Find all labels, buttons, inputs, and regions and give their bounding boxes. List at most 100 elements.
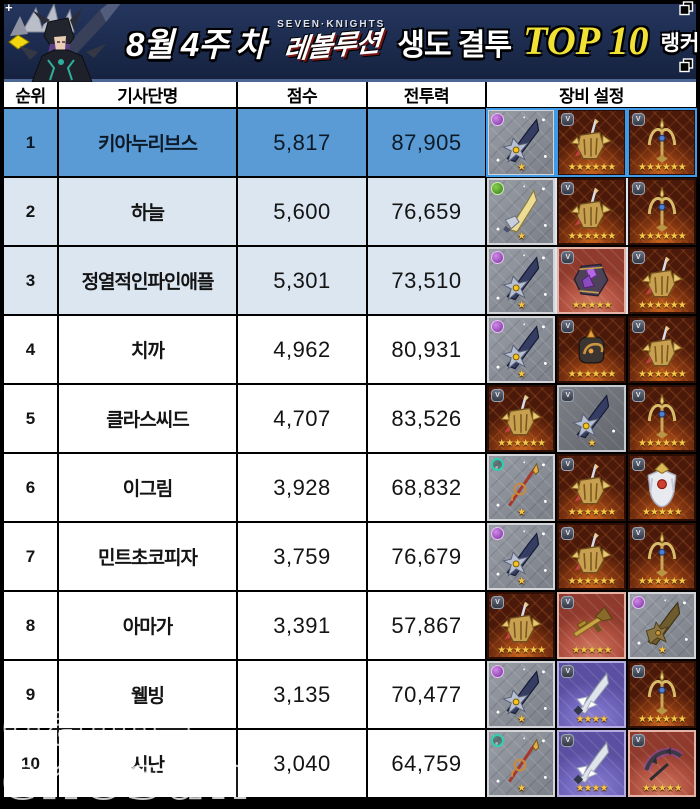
equip-gauntlet-tile: V ★★★★★★ bbox=[556, 108, 627, 177]
rank-cell: 5 bbox=[4, 385, 57, 452]
gauntlet-icon bbox=[568, 462, 615, 509]
star-rating: ★ bbox=[517, 300, 526, 311]
shield-grade-badge-icon: V bbox=[631, 389, 645, 402]
equip-trident-tile: V ★★★★★★ bbox=[627, 178, 696, 245]
star-rating: ★★★★★★ bbox=[567, 162, 617, 173]
gauntlet-icon bbox=[498, 393, 545, 440]
score-cell: 3,040 bbox=[238, 730, 366, 797]
spear-red-icon bbox=[498, 738, 545, 785]
rank-cell: 7 bbox=[4, 523, 57, 590]
star-rating: ★ bbox=[517, 162, 526, 173]
equip-sword-silver-tile: V ★★★★ bbox=[557, 730, 626, 797]
sword-rust-icon bbox=[638, 600, 685, 647]
score-cell: 3,928 bbox=[238, 454, 366, 521]
equip-gauntlet-tile: V ★★★★★★ bbox=[557, 523, 626, 590]
rank-cell: 8 bbox=[4, 592, 57, 659]
star-rating: ★ bbox=[517, 714, 526, 725]
equipment-cell: V ★★★★★★ V ★★★★★ ★ bbox=[487, 592, 696, 659]
equip-gauntlet-tile: V ★★★★★★ bbox=[487, 385, 556, 452]
gauntlet-icon bbox=[638, 324, 685, 371]
power-cell: 87,905 bbox=[368, 109, 485, 176]
equip-gauntlet-tile: V ★★★★★★ bbox=[557, 178, 626, 245]
gauntlet-icon bbox=[498, 600, 545, 647]
brand-name-text: SEVEN·KNIGHTS bbox=[277, 18, 386, 30]
shield-grade-badge-icon: V bbox=[631, 251, 645, 264]
sword-silver-icon bbox=[568, 669, 615, 716]
spear-red-icon bbox=[498, 462, 545, 509]
rank-cell: 1 bbox=[4, 109, 57, 176]
brand-logo-script: 레볼루션 bbox=[281, 26, 381, 65]
shield-grade-badge-icon: V bbox=[561, 665, 575, 678]
shield-grade-badge-icon: V bbox=[561, 458, 575, 471]
equip-gauntlet-tile: V ★★★★★★ bbox=[557, 454, 626, 521]
equip-gun-tile: V ★★★★★ bbox=[557, 592, 626, 659]
shield-grade-badge-icon: V bbox=[561, 389, 575, 402]
sword-dark-icon bbox=[498, 255, 545, 302]
banner-top10-label: TOP 10 bbox=[523, 18, 649, 63]
star-rating: ★★★★★ bbox=[641, 783, 683, 794]
equip-sword-dark-tile: ★ bbox=[487, 661, 556, 728]
power-cell: 68,832 bbox=[368, 454, 485, 521]
rank-row-8: 8 아마가 3,391 57,867 V ★★★★★★ V ★★★★★ ★ bbox=[4, 592, 696, 659]
equip-sword-silver-tile: V ★★★★ bbox=[557, 661, 626, 728]
score-cell: 3,135 bbox=[238, 661, 366, 728]
equip-spear-red-tile: ★ bbox=[487, 730, 556, 797]
equip-trident-tile: V ★★★★★★ bbox=[627, 385, 696, 452]
power-cell: 76,679 bbox=[368, 523, 485, 590]
rank-cell: 2 bbox=[4, 178, 57, 245]
trident-icon bbox=[638, 531, 685, 578]
star-rating: ★★★★★★ bbox=[497, 645, 546, 656]
guild-name-cell: 이그림 bbox=[59, 454, 236, 521]
score-cell: 4,962 bbox=[238, 316, 366, 383]
equip-trident-tile: V ★★★★★★ bbox=[627, 661, 696, 728]
banner-week-label: 8월 4주 차 bbox=[126, 25, 266, 63]
power-cell: 70,477 bbox=[368, 661, 485, 728]
green-grade-badge-icon bbox=[491, 182, 504, 195]
column-header-2: 점수 bbox=[238, 82, 366, 107]
score-cell: 3,391 bbox=[238, 592, 366, 659]
shield-grade-badge-icon: V bbox=[561, 596, 575, 609]
purple-grade-badge-icon bbox=[491, 251, 504, 264]
star-rating: ★★★★★★ bbox=[637, 438, 687, 449]
knight-character-art bbox=[8, 4, 121, 82]
star-rating: ★★★★★★ bbox=[637, 231, 687, 242]
rank-cell: 9 bbox=[4, 661, 57, 728]
score-cell: 5,817 bbox=[238, 109, 366, 176]
star-rating: ★★★★★ bbox=[571, 300, 613, 311]
shield-grade-badge-icon: V bbox=[631, 113, 645, 126]
sword-gold-icon bbox=[498, 186, 545, 233]
equip-scythe-tile: V ★★★★★ bbox=[627, 730, 696, 797]
equip-gauntlet-tile: V ★★★★★★ bbox=[627, 316, 696, 383]
fist-icon bbox=[568, 324, 615, 371]
equipment-cell: ★ V ★★★★ V ★★★★★ bbox=[487, 730, 696, 797]
star-rating: ★★★★★★ bbox=[637, 714, 687, 725]
star-rating: ★★★★★★ bbox=[637, 576, 687, 587]
equip-fist-tile: V ★★★★★★ bbox=[557, 316, 626, 383]
purple-grade-badge-icon bbox=[491, 527, 504, 540]
column-header-4: 장비 설정 bbox=[487, 82, 696, 107]
equip-gauntlet-tile: V ★★★★★★ bbox=[627, 247, 696, 314]
equip-spear-red-tile: ★ bbox=[487, 454, 556, 521]
star-rating: ★ bbox=[517, 576, 526, 587]
sword-dark-icon bbox=[498, 324, 545, 371]
score-cell: 5,600 bbox=[238, 178, 366, 245]
gauntlet-icon bbox=[638, 255, 685, 302]
star-rating: ★ bbox=[517, 369, 526, 380]
equip-gauntlet-tile: V ★★★★★★ bbox=[487, 592, 556, 659]
crop-mark-icon: + bbox=[5, 0, 13, 15]
power-cell: 73,510 bbox=[368, 247, 485, 314]
guild-name-cell: 정열적인파인애플 bbox=[59, 247, 236, 314]
gauntlet-icon bbox=[568, 186, 615, 233]
column-header-0: 순위 bbox=[4, 82, 57, 107]
guild-name-cell: 하늘 bbox=[59, 178, 236, 245]
trident-icon bbox=[638, 186, 685, 233]
shield-grade-badge-icon: V bbox=[631, 320, 645, 333]
shield-grade-badge-icon: V bbox=[561, 182, 575, 195]
sword-dark-icon bbox=[498, 117, 545, 164]
star-rating: ★★★★★★ bbox=[637, 300, 687, 311]
shield-grade-badge-icon: V bbox=[561, 734, 575, 747]
equip-trident-tile: V ★★★★★★ bbox=[627, 523, 696, 590]
star-rating: ★ bbox=[587, 438, 597, 449]
rank-row-6: 6 이그림 3,928 68,832 ★ V ★★★★★★ V ★★★★★ bbox=[4, 454, 696, 521]
rank-cell: 4 bbox=[4, 316, 57, 383]
